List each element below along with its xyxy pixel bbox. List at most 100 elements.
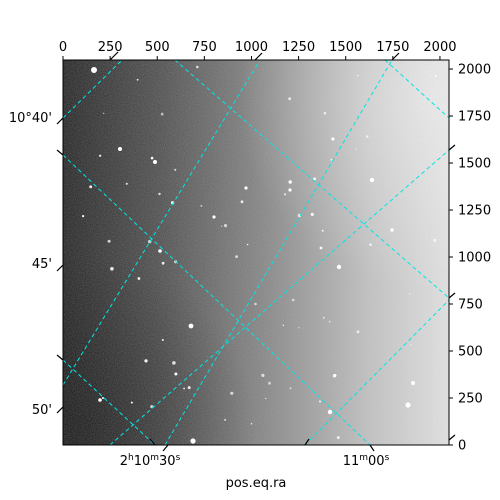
grid-line bbox=[304, 299, 449, 445]
star bbox=[136, 78, 139, 81]
star bbox=[288, 97, 292, 101]
star bbox=[356, 330, 360, 334]
y-pixel-tick-label: 1750 bbox=[458, 110, 491, 125]
x-pixel-tick-label: 500 bbox=[145, 40, 170, 55]
star bbox=[313, 177, 316, 181]
star bbox=[365, 135, 369, 138]
star bbox=[244, 186, 248, 190]
star bbox=[118, 147, 122, 151]
x-pixel-tick-label: 1000 bbox=[235, 40, 268, 55]
star bbox=[327, 409, 333, 415]
star bbox=[288, 180, 292, 184]
star bbox=[410, 344, 412, 346]
star bbox=[336, 264, 342, 270]
star bbox=[336, 436, 340, 440]
star bbox=[310, 212, 314, 216]
world-tick bbox=[56, 117, 64, 125]
ra-tick-label: 11m00s bbox=[343, 453, 390, 469]
star bbox=[328, 320, 331, 323]
star bbox=[161, 261, 165, 265]
star bbox=[130, 401, 133, 404]
world-tick bbox=[56, 354, 64, 361]
ra-tick-label: 2h10m30s bbox=[120, 453, 181, 469]
star bbox=[125, 182, 128, 185]
world-tick bbox=[304, 438, 310, 446]
coordinate-grid bbox=[63, 60, 449, 445]
world-tick bbox=[391, 52, 400, 61]
y-pixel-tick-label: 250 bbox=[458, 392, 483, 407]
star bbox=[187, 386, 191, 390]
star bbox=[409, 293, 411, 295]
star bbox=[137, 277, 141, 280]
x-pixel-tick-label: 1750 bbox=[376, 40, 409, 55]
world-tick bbox=[369, 444, 375, 452]
star bbox=[174, 372, 178, 376]
star bbox=[89, 185, 93, 189]
star bbox=[333, 373, 337, 378]
grid-line bbox=[164, 60, 393, 445]
world-ticks bbox=[56, 51, 456, 452]
star bbox=[289, 387, 292, 390]
pixel-ticks: 0 250 500 750 1000 1250 1500 1750 2000 0 250 500 750… bbox=[59, 40, 491, 454]
grid-line bbox=[109, 149, 449, 445]
y-pixel-tick-label: 1250 bbox=[458, 204, 491, 219]
dec-tick-label: 50' bbox=[32, 403, 52, 418]
star bbox=[158, 249, 162, 253]
y-pixel-tick-label: 1000 bbox=[458, 251, 491, 266]
world-tick bbox=[56, 406, 64, 414]
star bbox=[284, 193, 287, 196]
x-pixel-tick-label: 1500 bbox=[329, 40, 362, 55]
world-tick bbox=[254, 52, 263, 61]
star bbox=[319, 400, 321, 403]
star bbox=[291, 298, 295, 302]
y-pixel-tick-label: 0 bbox=[458, 439, 466, 454]
star bbox=[369, 177, 375, 183]
star bbox=[298, 327, 300, 329]
star bbox=[144, 359, 148, 363]
star bbox=[98, 398, 102, 402]
star bbox=[250, 422, 253, 425]
star bbox=[172, 361, 176, 365]
star bbox=[261, 373, 265, 377]
grid-line bbox=[384, 60, 449, 119]
star bbox=[390, 228, 394, 232]
star bbox=[110, 267, 114, 271]
x-pixel-tick-label: 250 bbox=[98, 40, 123, 55]
star bbox=[331, 137, 335, 141]
star bbox=[323, 317, 325, 319]
star bbox=[330, 158, 333, 161]
world-tick bbox=[149, 438, 156, 446]
star bbox=[240, 200, 244, 204]
world-tick bbox=[162, 444, 169, 452]
star bbox=[174, 168, 177, 171]
star bbox=[433, 238, 437, 242]
star bbox=[196, 65, 199, 69]
star bbox=[268, 381, 271, 385]
grid-line bbox=[63, 154, 371, 445]
star bbox=[246, 243, 249, 246]
star bbox=[160, 112, 164, 116]
star bbox=[434, 75, 437, 78]
star bbox=[282, 324, 284, 326]
star bbox=[235, 255, 239, 258]
star bbox=[355, 148, 358, 150]
dec-tick-label: 10°40' bbox=[9, 111, 52, 126]
star bbox=[224, 418, 227, 421]
star bbox=[369, 243, 372, 246]
y-pixel-tick-label: 2000 bbox=[458, 63, 491, 78]
world-tick bbox=[448, 144, 456, 151]
y-pixel-tick-label: 500 bbox=[458, 345, 483, 360]
x-axis-title: pos.eq.ra bbox=[226, 476, 287, 491]
star bbox=[319, 246, 323, 250]
stars bbox=[82, 65, 437, 444]
star bbox=[153, 160, 157, 164]
star bbox=[102, 112, 105, 115]
star bbox=[99, 154, 102, 157]
star bbox=[288, 188, 292, 192]
star bbox=[221, 225, 223, 227]
star bbox=[161, 339, 164, 341]
x-pixel-tick-label: 2000 bbox=[423, 40, 456, 55]
sky-image bbox=[63, 60, 449, 445]
star bbox=[264, 397, 267, 400]
